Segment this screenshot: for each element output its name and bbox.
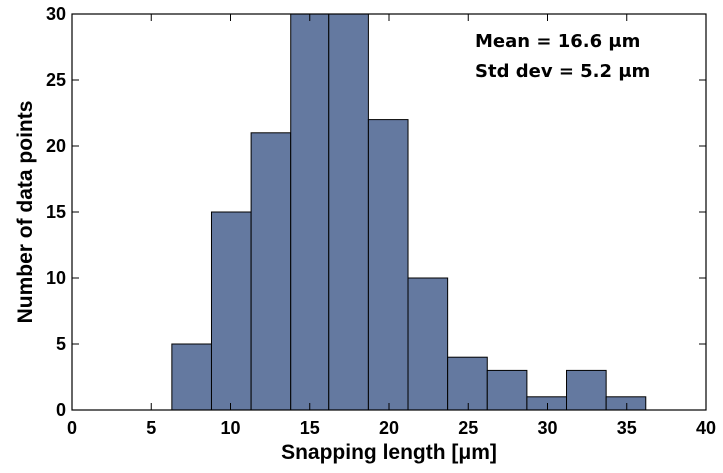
- x-axis-title: Snapping length [μm]: [281, 441, 497, 464]
- y-tick-label-2: 10: [46, 268, 66, 288]
- histogram-bar-1: [210, 211, 252, 411]
- x-tick-label-0: 0: [67, 418, 77, 438]
- histogram-bar-5: [367, 119, 409, 411]
- x-tick-label-7: 35: [617, 418, 637, 438]
- y-tick-label-4: 20: [46, 136, 66, 156]
- x-tick-labels: 0 5 10 15 20 25 30 35 40: [67, 418, 716, 438]
- histogram-bar-8: [486, 369, 528, 411]
- mean-annotation: Mean = 16.6 μm: [475, 31, 640, 52]
- histogram-bar-9: [526, 396, 568, 411]
- x-tick-label-6: 30: [537, 418, 557, 438]
- histogram-bar-11: [605, 396, 647, 411]
- y-tick-label-5: 25: [46, 70, 66, 90]
- histogram-bar-4: [328, 13, 369, 411]
- histogram-bar-6: [407, 277, 449, 411]
- histogram-bars: [171, 13, 647, 411]
- y-tick-label-3: 15: [46, 202, 66, 222]
- y-tick-label-0: 0: [56, 400, 66, 420]
- x-tick-label-5: 25: [458, 418, 478, 438]
- x-tick-label-2: 10: [220, 418, 240, 438]
- x-tick-label-4: 20: [379, 418, 399, 438]
- histogram-bar-7: [447, 356, 488, 411]
- x-tick-label-1: 5: [146, 418, 156, 438]
- y-tick-label-1: 5: [56, 334, 66, 354]
- y-tick-labels: 0 5 10 15 20 25 30: [46, 4, 66, 420]
- histogram-bar-0: [171, 343, 212, 411]
- std-dev-annotation: Std dev = 5.2 μm: [475, 61, 650, 82]
- histogram-bar-3: [290, 13, 330, 411]
- y-tick-label-6: 30: [46, 4, 66, 24]
- x-tick-label-3: 15: [300, 418, 320, 438]
- histogram-bar-2: [250, 132, 292, 411]
- x-tick-label-8: 40: [696, 418, 716, 438]
- histogram-bar-10: [566, 369, 607, 411]
- axis-ticks: [71, 13, 707, 411]
- y-axis-title: Number of data points: [14, 101, 37, 324]
